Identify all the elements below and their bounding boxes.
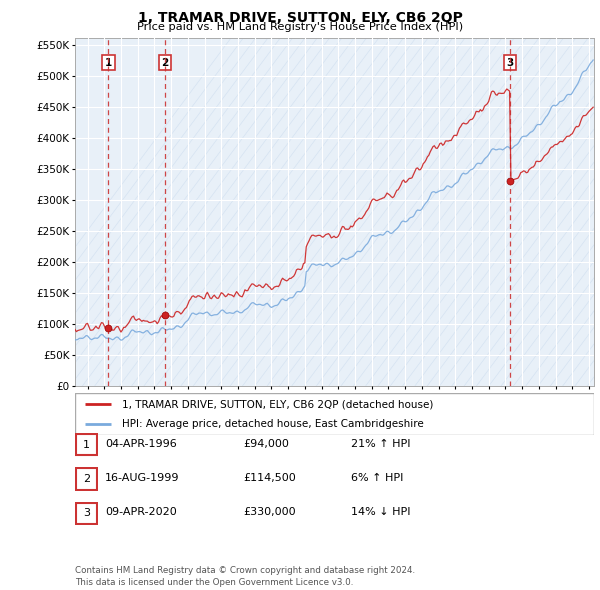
Text: 1: 1	[83, 440, 90, 450]
Text: Price paid vs. HM Land Registry's House Price Index (HPI): Price paid vs. HM Land Registry's House …	[137, 22, 463, 32]
Text: 2: 2	[83, 474, 90, 484]
Text: 3: 3	[83, 509, 90, 518]
Text: 21% ↑ HPI: 21% ↑ HPI	[351, 439, 410, 448]
Text: 16-AUG-1999: 16-AUG-1999	[105, 473, 179, 483]
Text: 3: 3	[506, 58, 514, 68]
Text: Contains HM Land Registry data © Crown copyright and database right 2024.
This d: Contains HM Land Registry data © Crown c…	[75, 566, 415, 587]
Text: £114,500: £114,500	[243, 473, 296, 483]
Text: 2: 2	[161, 58, 169, 68]
Text: 04-APR-1996: 04-APR-1996	[105, 439, 177, 448]
Text: 09-APR-2020: 09-APR-2020	[105, 507, 177, 517]
Text: 1, TRAMAR DRIVE, SUTTON, ELY, CB6 2QP: 1, TRAMAR DRIVE, SUTTON, ELY, CB6 2QP	[137, 11, 463, 25]
Text: 6% ↑ HPI: 6% ↑ HPI	[351, 473, 403, 483]
Text: £330,000: £330,000	[243, 507, 296, 517]
Text: HPI: Average price, detached house, East Cambridgeshire: HPI: Average price, detached house, East…	[122, 419, 424, 429]
Text: £94,000: £94,000	[243, 439, 289, 448]
Text: 1, TRAMAR DRIVE, SUTTON, ELY, CB6 2QP (detached house): 1, TRAMAR DRIVE, SUTTON, ELY, CB6 2QP (d…	[122, 399, 433, 409]
Text: 14% ↓ HPI: 14% ↓ HPI	[351, 507, 410, 517]
Text: 1: 1	[105, 58, 112, 68]
